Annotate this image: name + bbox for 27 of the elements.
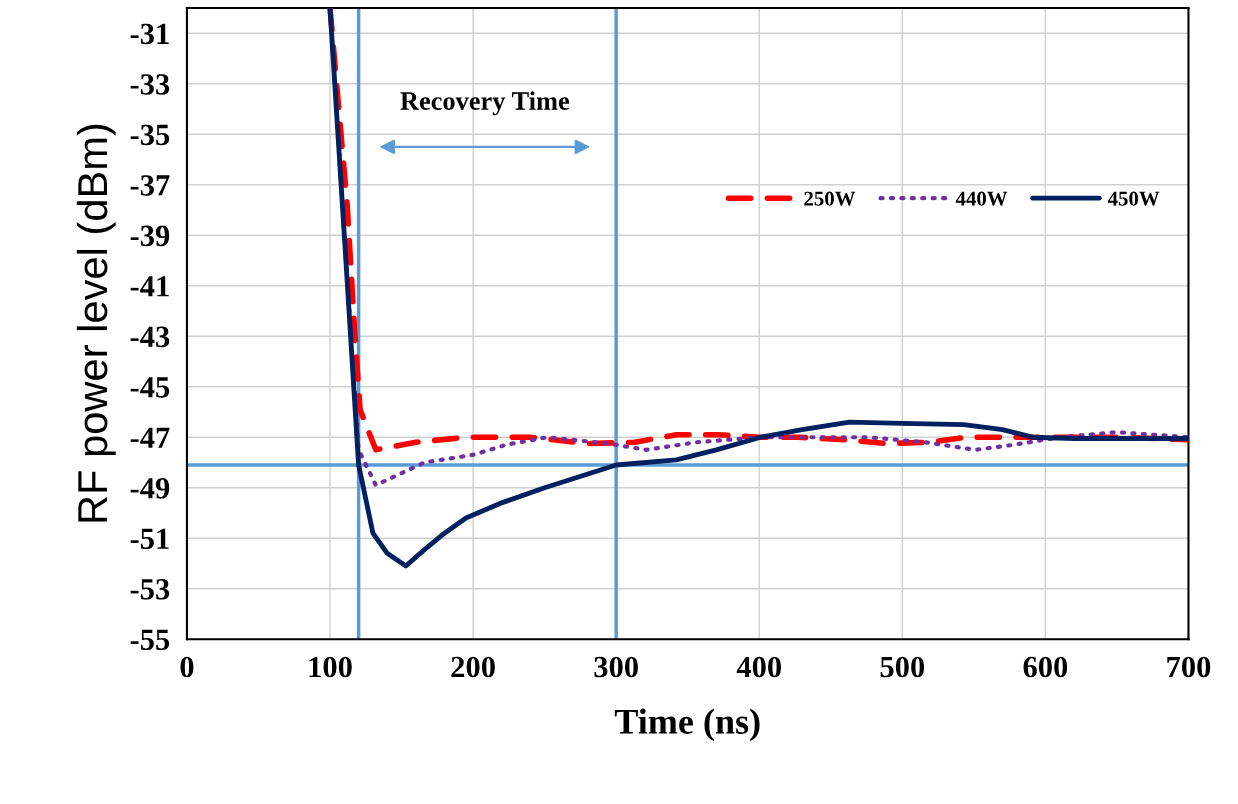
- y-tick-label: -43: [130, 326, 170, 348]
- y-tick-label: -53: [130, 579, 170, 600]
- y-tick-label: -55: [130, 629, 170, 651]
- y-axis-title: RF power level (dBm): [76, 124, 116, 522]
- legend-label: 450W: [1107, 191, 1160, 206]
- y-tick-label: -51: [130, 528, 169, 550]
- x-tick-label: 300: [594, 656, 638, 678]
- y-tick-label: -33: [130, 74, 170, 95]
- x-tick-label: 500: [880, 656, 925, 678]
- x-tick-label: 0: [180, 656, 194, 678]
- y-tick-label: -49: [130, 478, 170, 499]
- x-tick-label: 700: [1167, 656, 1211, 678]
- y-tick-label: -31: [130, 23, 169, 45]
- x-tick-label: 200: [451, 656, 495, 678]
- x-tick-label: 400: [736, 656, 781, 678]
- y-tick-label: -47: [130, 427, 170, 448]
- annotation: Recovery Time: [400, 91, 570, 116]
- x-tick-label: 600: [1023, 656, 1068, 678]
- legend-label: 250W: [804, 191, 856, 206]
- y-tick-label: -45: [130, 377, 170, 398]
- y-tick-label: -39: [130, 225, 170, 247]
- legend-label: 440W: [955, 191, 1008, 206]
- y-tick-label: -37: [130, 175, 170, 196]
- y-tick-label: -35: [130, 124, 170, 146]
- x-tick-label: 100: [309, 656, 352, 678]
- x-axis-title: Time (ns): [614, 708, 760, 742]
- y-tick-label: -41: [130, 276, 169, 297]
